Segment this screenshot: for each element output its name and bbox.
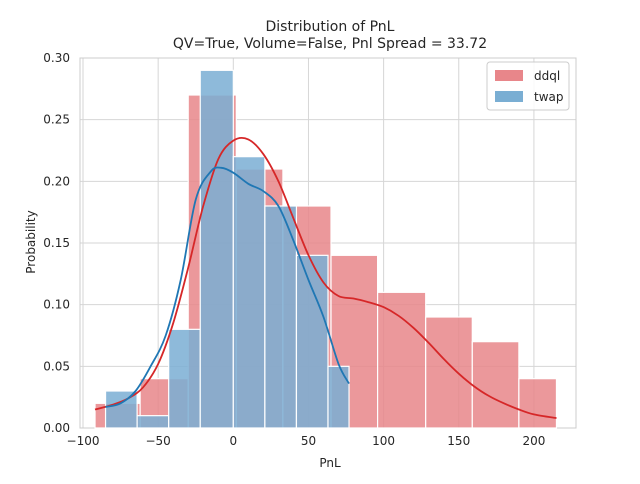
bar-ddql [471, 341, 520, 429]
y-tick-label: 0.25 [43, 113, 70, 127]
bar-twap [168, 328, 201, 429]
grid [79, 57, 577, 429]
y-tick-label: 0.15 [43, 236, 70, 250]
bar-twap [295, 254, 329, 429]
kde-line-twap [105, 166, 350, 408]
legend-label-twap: twap [534, 90, 564, 104]
x-axis-label: PnL [319, 456, 341, 470]
bar-twap [136, 415, 170, 429]
x-tick-label: −50 [145, 434, 170, 448]
x-tick-label: −100 [67, 434, 100, 448]
y-axis-label: Probability [24, 210, 38, 273]
legend-label-ddql: ddql [534, 69, 560, 83]
legend: ddql twap [486, 61, 570, 111]
histogram-bars [94, 69, 558, 429]
legend-swatch-twap [495, 91, 523, 102]
y-tick-label: 0.30 [43, 51, 70, 65]
y-tick-label: 0.10 [43, 298, 70, 312]
chart-title: Distribution of PnL [266, 19, 395, 35]
x-tick-label: 50 [301, 434, 316, 448]
kde-line-ddql [94, 136, 557, 419]
y-tick-label: 0.05 [43, 359, 70, 373]
kde-curves [94, 136, 557, 419]
y-tick-label: 0.20 [43, 174, 70, 188]
bar-twap [199, 69, 234, 429]
bar-ddql [377, 291, 427, 429]
x-tick-label: 100 [372, 434, 395, 448]
bar-twap [327, 365, 350, 429]
x-tick-label: 150 [447, 434, 470, 448]
legend-swatch-ddql [495, 70, 523, 81]
bar-twap [264, 205, 298, 429]
bar-ddql [425, 316, 473, 429]
x-tick-label: 0 [229, 434, 237, 448]
bar-twap [232, 156, 266, 429]
bar-ddql [518, 378, 558, 429]
axis-ticks: −100 −50 0 50 100 150 200 0.00 0.05 0.10 0.15 0.20 0… [43, 51, 545, 448]
chart-subtitle: QV=True, Volume=False, Pnl Spread = 33.7… [173, 36, 487, 52]
y-tick-label: 0.00 [43, 421, 70, 435]
x-tick-label: 200 [522, 434, 545, 448]
